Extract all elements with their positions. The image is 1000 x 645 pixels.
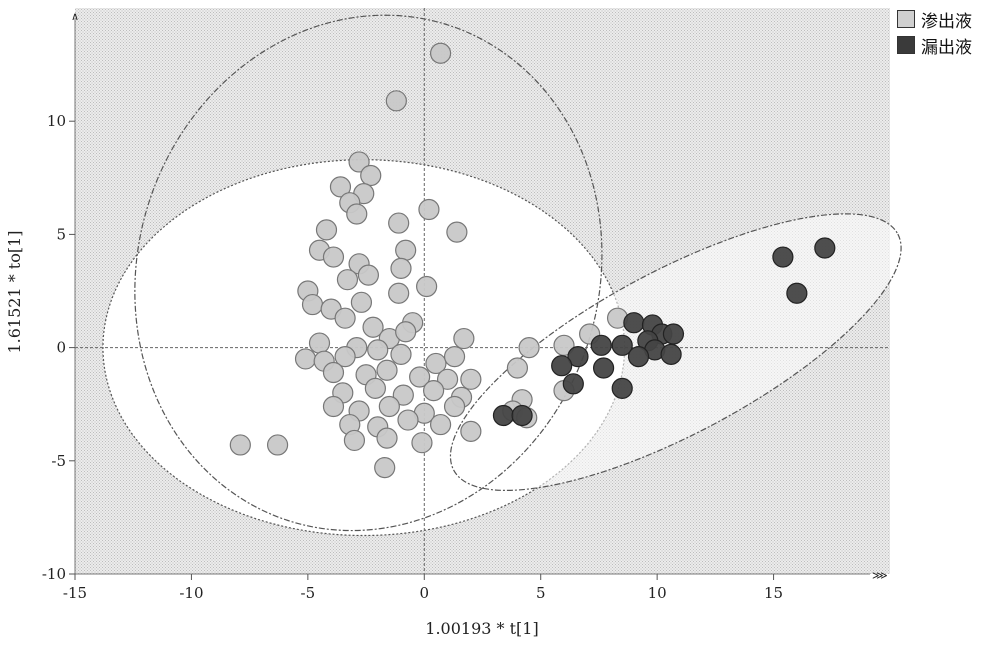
point-exudate [391, 344, 411, 364]
point-exudate [323, 396, 343, 416]
point-exudate [386, 91, 406, 111]
point-exudate [396, 240, 416, 260]
point-exudate [461, 369, 481, 389]
point-exudate [316, 220, 336, 240]
point-transudate [787, 283, 807, 303]
point-transudate [563, 374, 583, 394]
point-exudate [424, 381, 444, 401]
point-transudate [773, 247, 793, 267]
point-transudate [552, 356, 572, 376]
point-exudate [365, 378, 385, 398]
y-axis-end-mark: ∧ [71, 10, 79, 23]
point-exudate [461, 421, 481, 441]
point-exudate [454, 329, 474, 349]
y-tick-label: 10 [47, 112, 66, 130]
point-exudate [368, 340, 388, 360]
legend-swatch-exudate [897, 10, 915, 28]
point-exudate [361, 166, 381, 186]
point-transudate [815, 238, 835, 258]
point-exudate [310, 333, 330, 353]
point-exudate [323, 363, 343, 383]
y-tick-label: -10 [42, 565, 66, 583]
point-transudate [591, 335, 611, 355]
x-axis-label: 1.00193 * t[1] [425, 619, 538, 638]
point-exudate [412, 433, 432, 453]
point-transudate [661, 344, 681, 364]
point-exudate [447, 222, 467, 242]
y-tick-label: -5 [51, 452, 66, 470]
x-tick-label: 0 [420, 584, 430, 602]
legend-label-exudate: 渗出液 [921, 7, 972, 32]
point-exudate [296, 349, 316, 369]
point-exudate [431, 415, 451, 435]
point-transudate [512, 406, 532, 426]
y-tick-label: 5 [56, 225, 66, 243]
point-exudate [398, 410, 418, 430]
point-exudate [445, 347, 465, 367]
point-exudate [377, 428, 397, 448]
legend-label-transudate: 漏出液 [921, 33, 972, 58]
point-exudate [445, 396, 465, 416]
point-transudate [594, 358, 614, 378]
legend: 渗出液 漏出液 [897, 6, 972, 58]
point-exudate [391, 258, 411, 278]
point-exudate [375, 458, 395, 478]
point-exudate [351, 292, 371, 312]
point-exudate [358, 265, 378, 285]
point-exudate [417, 276, 437, 296]
x-tick-label: 10 [648, 584, 667, 602]
point-exudate [396, 322, 416, 342]
point-exudate [379, 396, 399, 416]
x-tick-label: 15 [764, 584, 783, 602]
point-exudate [337, 270, 357, 290]
point-transudate [624, 313, 644, 333]
point-exudate [377, 360, 397, 380]
y-axis-label: 1.61521 * to[1] [5, 230, 24, 353]
point-transudate [612, 378, 632, 398]
point-exudate [344, 430, 364, 450]
point-exudate [303, 295, 323, 315]
point-exudate [335, 308, 355, 328]
point-exudate [519, 338, 539, 358]
point-exudate [230, 435, 250, 455]
legend-swatch-transudate [897, 36, 915, 54]
x-tick-label: 5 [536, 584, 546, 602]
point-transudate [663, 324, 683, 344]
point-exudate [507, 358, 527, 378]
point-exudate [431, 43, 451, 63]
point-exudate [389, 283, 409, 303]
x-tick-label: -10 [179, 584, 203, 602]
point-exudate [268, 435, 288, 455]
point-transudate [493, 406, 513, 426]
point-exudate [347, 204, 367, 224]
x-tick-label: -15 [63, 584, 87, 602]
legend-item-transudate: 漏出液 [897, 32, 972, 58]
point-exudate [389, 213, 409, 233]
point-transudate [629, 347, 649, 367]
point-exudate [323, 247, 343, 267]
point-exudate [419, 199, 439, 219]
y-tick-label: 0 [56, 339, 66, 357]
x-tick-label: -5 [301, 584, 316, 602]
legend-item-exudate: 渗出液 [897, 6, 972, 32]
x-axis-end-mark: ⋙ [872, 569, 888, 582]
